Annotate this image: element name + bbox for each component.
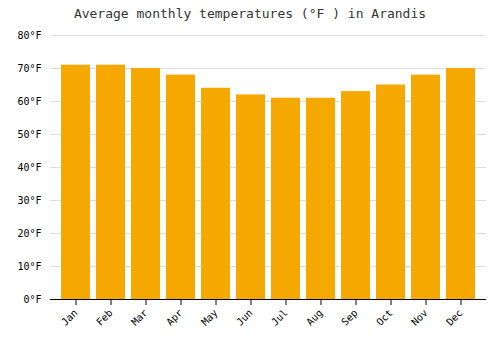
html-text:Average monthly temperatures (: Average monthly temperatures (°F ) in Ar… xyxy=(73,6,427,21)
svg-text:10°F: 10°F xyxy=(17,261,41,272)
svg-text:70°F: 70°F xyxy=(17,63,41,74)
svg-text:Jul: Jul xyxy=(269,307,290,328)
svg-text:Nov: Nov xyxy=(409,307,430,328)
svg-text:Dec: Dec xyxy=(444,307,465,328)
svg-text:30°F: 30°F xyxy=(17,195,41,206)
svg-text:Apr: Apr xyxy=(164,307,185,328)
svg-text:80°F: 80°F xyxy=(17,30,41,41)
svg-text:Mar: Mar xyxy=(129,307,150,328)
svg-text:Feb: Feb xyxy=(94,307,115,328)
svg-text:60°F: 60°F xyxy=(17,96,41,107)
svg-text:Jan: Jan xyxy=(59,307,80,328)
svg-text:20°F: 20°F xyxy=(17,228,41,239)
svg-text:0°F: 0°F xyxy=(23,294,41,305)
svg-text:50°F: 50°F xyxy=(17,129,41,140)
svg-text:Jun: Jun xyxy=(234,307,255,328)
svg-text:40°F: 40°F xyxy=(17,162,41,173)
svg-text:Oct: Oct xyxy=(374,307,395,328)
svg-text:Aug: Aug xyxy=(304,307,325,328)
svg-text:Sep: Sep xyxy=(339,307,360,328)
svg-text:May: May xyxy=(199,307,220,328)
